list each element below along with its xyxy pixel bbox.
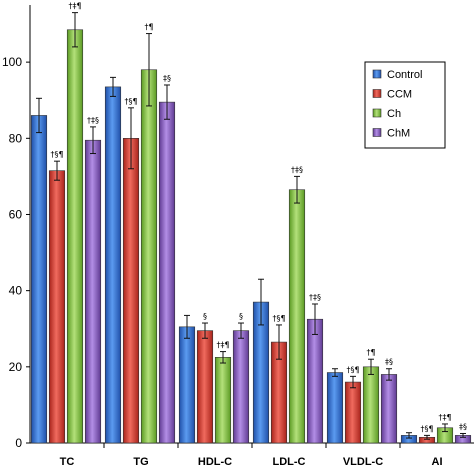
bar [196, 330, 214, 444]
significance-label: § [239, 312, 243, 321]
bar [326, 372, 344, 444]
bar [362, 366, 380, 444]
significance-label: †§¶ [124, 97, 137, 106]
bar [158, 101, 176, 444]
legend: Control CCM Ch ChM [364, 61, 446, 149]
category-label: AI [432, 456, 443, 468]
y-tick-label: 40 [9, 284, 23, 298]
significance-label: †‡§ [291, 165, 303, 174]
significance-label: †¶ [366, 348, 375, 357]
bar [66, 29, 84, 444]
bar-group-ldl-c: †§¶ †‡§ †‡§ [252, 165, 324, 444]
bar [104, 86, 122, 444]
significance-label: †‡¶ [216, 341, 229, 350]
significance-label: ‡§ [163, 74, 171, 83]
category-label: LDL-C [273, 456, 306, 468]
bar [30, 115, 48, 444]
significance-label: †‡¶ [438, 413, 451, 422]
bar [344, 381, 362, 444]
significance-label: § [203, 312, 207, 321]
legend-swatch [372, 69, 382, 79]
legend-label: ChM [387, 128, 410, 140]
bar [178, 326, 196, 444]
significance-label: †‡§ [309, 293, 321, 302]
significance-label: †§¶ [272, 314, 285, 323]
significance-label: †§¶ [346, 365, 359, 374]
bar-group-ai: †§¶ †‡¶ ‡§ [400, 413, 472, 444]
bar-group-hdl-c: § †‡¶ § [178, 312, 250, 444]
legend-swatch [372, 108, 382, 118]
significance-label: ‡§ [459, 422, 467, 431]
bar [288, 189, 306, 444]
bar-group-tc: †§¶ †‡¶ †‡§ [30, 2, 102, 444]
significance-label: ‡§ [385, 358, 393, 367]
significance-label: †¶ [144, 23, 153, 32]
plot-area: 0 20 40 60 80 100 †§¶ †‡¶ †‡§ TC †§¶ †¶ ‡§ TG § †‡¶ § HDL… [2, 2, 474, 468]
significance-label: †‡¶ [68, 2, 81, 11]
bar [380, 374, 398, 444]
category-label: HDL-C [198, 456, 232, 468]
bar [306, 318, 324, 444]
bar-group-vldl-c: †§¶ †¶ ‡§ [326, 348, 398, 444]
y-tick-label: 80 [9, 131, 23, 145]
bar-group-tg: †§¶ †¶ ‡§ [104, 23, 176, 444]
legend-label: Control [387, 69, 422, 81]
legend-swatch [372, 128, 382, 137]
category-label: TC [60, 456, 75, 468]
bar [232, 330, 250, 444]
legend-label: CCM [387, 89, 412, 101]
y-tick-label: 0 [15, 436, 22, 450]
bar [214, 357, 232, 444]
y-tick-label: 100 [2, 55, 22, 69]
category-label: VLDL-C [343, 456, 383, 468]
y-tick-label: 20 [9, 360, 23, 374]
bar [48, 170, 66, 444]
significance-label: †§¶ [420, 424, 433, 433]
y-tick-label: 60 [9, 207, 23, 221]
legend-swatch [372, 89, 382, 98]
bar [122, 138, 140, 444]
significance-label: †‡§ [87, 116, 99, 125]
bar [140, 69, 158, 444]
bar [84, 139, 102, 444]
legend-label: Ch [387, 108, 401, 120]
significance-label: †§¶ [50, 150, 63, 159]
category-label: TG [133, 456, 148, 468]
